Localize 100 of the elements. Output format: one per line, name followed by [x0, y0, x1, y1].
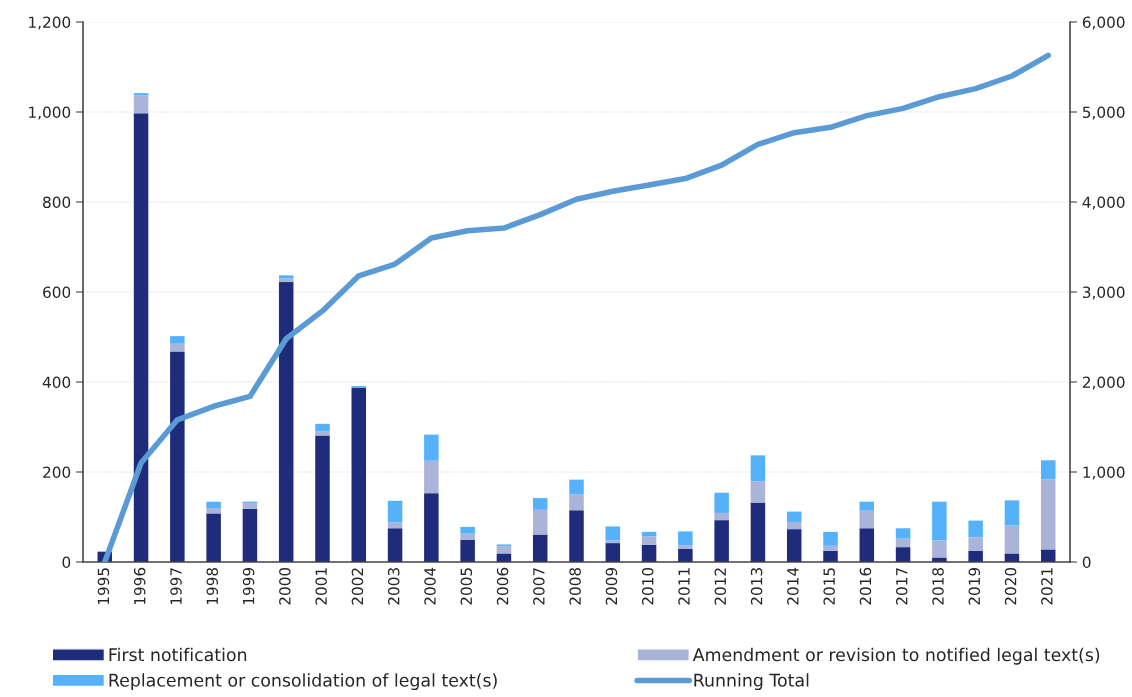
bar: [569, 479, 584, 495]
bar: [315, 423, 330, 432]
x-tick-label: 2015: [823, 568, 835, 605]
bar: [823, 545, 838, 551]
x-tick-label: 2000: [279, 567, 291, 605]
x-tick-label: 2014: [787, 567, 799, 605]
x-tick-label: 1995: [97, 568, 110, 605]
bar: [678, 531, 693, 546]
x-tick-label: 2011: [678, 568, 690, 605]
bar: [532, 534, 548, 562]
bar: [278, 275, 294, 279]
y2-tick-label: 0: [1082, 556, 1091, 569]
bar: [170, 343, 185, 352]
x-tick-label: 2005: [460, 568, 473, 605]
bar: [387, 528, 403, 562]
bar: [678, 548, 693, 562]
legend-label: Replacement or consolidation of legal text(s): [109, 673, 497, 691]
bar: [859, 528, 875, 562]
bar: [1004, 500, 1020, 526]
y-tick-label: 1,000: [29, 106, 71, 120]
legend-label: Amendment or revision to notified legal text(s): [692, 647, 1100, 665]
bar: [1004, 525, 1020, 554]
y-tick-label: 800: [43, 196, 71, 209]
x-tick-label: 2008: [569, 567, 581, 605]
bar: [315, 435, 330, 562]
y-tick-label: 200: [43, 466, 71, 479]
bar: [859, 501, 875, 511]
bar: [351, 387, 367, 562]
x-tick-label: 2001: [315, 568, 327, 605]
x-tick-label: 2017: [895, 568, 908, 605]
x-tick-label: 2018: [932, 567, 944, 605]
y-tick-label: 400: [42, 376, 71, 389]
x-tick-label: 2020: [1004, 567, 1017, 605]
x-tick-label: 1999: [242, 567, 255, 605]
bar: [932, 540, 947, 558]
bar: [424, 434, 439, 461]
bar: [932, 501, 947, 541]
x-tick-label: 2021: [1041, 568, 1053, 605]
bar: [714, 512, 729, 521]
bar: [605, 526, 621, 541]
bar: [605, 540, 621, 544]
legend-label: First notification: [109, 647, 247, 662]
bar: [678, 545, 693, 549]
bar: [387, 500, 403, 523]
bar: [895, 528, 911, 539]
bar: [786, 529, 802, 562]
x-tick-label: 2006: [496, 567, 509, 605]
x-tick-label: 1997: [170, 568, 182, 605]
bar: [206, 513, 221, 562]
bar: [424, 460, 439, 494]
y2-tick-label: 2,000: [1082, 376, 1125, 390]
bar: [315, 431, 330, 436]
bar: [641, 544, 657, 562]
bar: [460, 526, 475, 534]
x-tick-label: 2009: [605, 567, 618, 605]
legend-label: Running Total: [694, 673, 809, 691]
bar: [278, 282, 294, 562]
bar: [641, 536, 657, 545]
bar: [714, 492, 729, 513]
bar: [750, 455, 766, 482]
bar: [460, 533, 475, 540]
x-tick-label: 1998: [206, 567, 219, 605]
bar: [242, 503, 258, 509]
y2-tick-label: 3,000: [1082, 286, 1125, 300]
x-tick-label: 2012: [714, 568, 727, 605]
bar: [1040, 460, 1056, 480]
bar: [786, 521, 802, 530]
bar: [170, 336, 185, 344]
bar: [968, 520, 983, 538]
bar: [1004, 553, 1020, 562]
bar: [569, 510, 584, 562]
bar: [823, 550, 838, 562]
x-tick-label: 2002: [351, 568, 364, 605]
bar: [532, 509, 548, 535]
bar: [859, 510, 875, 529]
x-tick-label: 2010: [641, 567, 654, 605]
x-tick-label: 2007: [533, 568, 545, 605]
bar: [206, 501, 221, 508]
y2-tick-label: 6,000: [1082, 16, 1125, 30]
y2-tick-label: 4,000: [1082, 196, 1125, 210]
bar: [750, 502, 766, 562]
x-tick-label: 2004: [424, 567, 436, 605]
x-tick-label: 2013: [750, 568, 763, 605]
y-tick-label: 0: [62, 556, 71, 569]
bar: [242, 508, 258, 562]
y-tick-label: 600: [43, 286, 71, 299]
y-tick-label: 1,200: [29, 16, 71, 30]
bar: [569, 494, 584, 511]
bar: [750, 481, 766, 503]
y2-tick-label: 5,000: [1082, 106, 1125, 120]
bar: [714, 520, 729, 562]
bar: [895, 538, 911, 548]
x-tick-label: 1996: [133, 567, 146, 605]
bar: [786, 511, 802, 522]
bar: [968, 550, 983, 562]
bar: [170, 351, 185, 562]
bar: [496, 546, 512, 554]
x-tick-label: 2003: [387, 568, 400, 605]
bar: [424, 493, 439, 562]
bar: [1040, 479, 1056, 550]
